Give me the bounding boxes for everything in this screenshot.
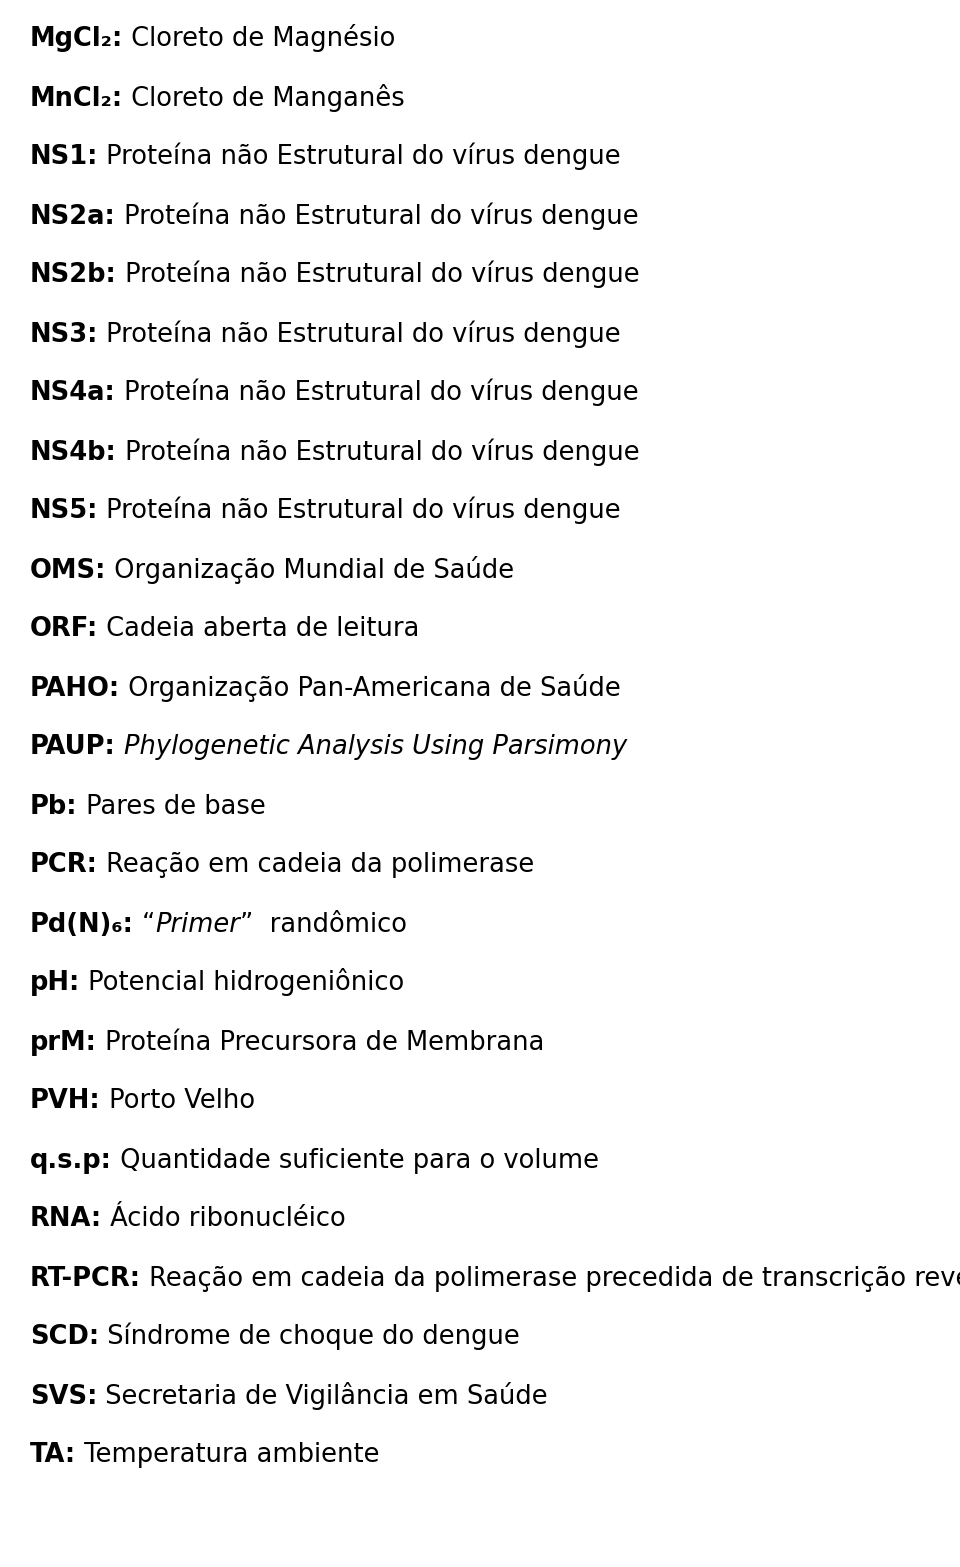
Text: Potencial hidrogeniônico: Potencial hidrogeniônico (81, 968, 404, 997)
Text: Pares de base: Pares de base (78, 793, 265, 820)
Text: pH:: pH: (30, 970, 81, 997)
Text: Proteína não Estrutural do vírus dengue: Proteína não Estrutural do vírus dengue (98, 497, 621, 525)
Text: Organização Pan-Americana de Saúde: Organização Pan-Americana de Saúde (120, 674, 621, 702)
Text: Cadeia aberta de leitura: Cadeia aberta de leitura (98, 616, 420, 642)
Text: Reação em cadeia da polimerase precedida de transcrição reversa.: Reação em cadeia da polimerase precedida… (141, 1266, 960, 1291)
Text: SVS:: SVS: (30, 1384, 97, 1409)
Text: NS4b:: NS4b: (30, 439, 117, 465)
Text: TA:: TA: (30, 1443, 76, 1468)
Text: Ácido ribonucléico: Ácido ribonucléico (102, 1207, 346, 1233)
Text: Organização Mundial de Saúde: Organização Mundial de Saúde (107, 555, 515, 583)
Text: Pd(N)₆:: Pd(N)₆: (30, 912, 133, 937)
Text: Proteína não Estrutural do vírus dengue: Proteína não Estrutural do vírus dengue (98, 143, 621, 171)
Text: Pb:: Pb: (30, 793, 78, 820)
Text: MnCl₂:: MnCl₂: (30, 86, 123, 111)
Text: Porto Velho: Porto Velho (101, 1089, 254, 1114)
Text: MgCl₂:: MgCl₂: (30, 27, 123, 53)
Text: Reação em cadeia da polimerase: Reação em cadeia da polimerase (98, 852, 534, 879)
Text: Secretaria de Vigilância em Saúde: Secretaria de Vigilância em Saúde (97, 1382, 548, 1409)
Text: NS3:: NS3: (30, 321, 98, 348)
Text: NS2a:: NS2a: (30, 204, 116, 229)
Text: PCR:: PCR: (30, 852, 98, 879)
Text: “: “ (133, 912, 156, 937)
Text: ORF:: ORF: (30, 616, 98, 642)
Text: Quantidade suficiente para o volume: Quantidade suficiente para o volume (112, 1147, 599, 1174)
Text: NS4a:: NS4a: (30, 381, 116, 406)
Text: Phylogenetic Analysis Using Parsimony: Phylogenetic Analysis Using Parsimony (124, 735, 627, 760)
Text: Temperatura ambiente: Temperatura ambiente (76, 1443, 379, 1468)
Text: NS5:: NS5: (30, 498, 98, 525)
Text: q.s.p:: q.s.p: (30, 1147, 112, 1174)
Text: OMS:: OMS: (30, 558, 107, 583)
Text: prM:: prM: (30, 1030, 97, 1056)
Text: NS2b:: NS2b: (30, 263, 117, 288)
Text: Cloreto de Magnésio: Cloreto de Magnésio (123, 25, 396, 53)
Text: Proteína não Estrutural do vírus dengue: Proteína não Estrutural do vírus dengue (117, 262, 639, 288)
Text: Proteína Precursora de Membrana: Proteína Precursora de Membrana (97, 1030, 544, 1056)
Text: Proteína não Estrutural do vírus dengue: Proteína não Estrutural do vírus dengue (98, 320, 621, 348)
Text: SCD:: SCD: (30, 1324, 99, 1351)
Text: PVH:: PVH: (30, 1089, 101, 1114)
Text: Proteína não Estrutural do vírus dengue: Proteína não Estrutural do vírus dengue (116, 379, 638, 406)
Text: PAHO:: PAHO: (30, 675, 120, 702)
Text: Cloreto de Manganês: Cloreto de Manganês (123, 83, 405, 111)
Text: PAUP:: PAUP: (30, 735, 116, 760)
Text: RT-PCR:: RT-PCR: (30, 1266, 141, 1291)
Text: Proteína não Estrutural do vírus dengue: Proteína não Estrutural do vírus dengue (116, 202, 638, 229)
Text: RNA:: RNA: (30, 1207, 102, 1233)
Text: Síndrome de choque do dengue: Síndrome de choque do dengue (99, 1323, 520, 1351)
Text: Primer: Primer (156, 912, 240, 937)
Text: Proteína não Estrutural do vírus dengue: Proteína não Estrutural do vírus dengue (117, 439, 639, 465)
Text: NS1:: NS1: (30, 144, 98, 171)
Text: ”  randômico: ” randômico (240, 912, 407, 937)
